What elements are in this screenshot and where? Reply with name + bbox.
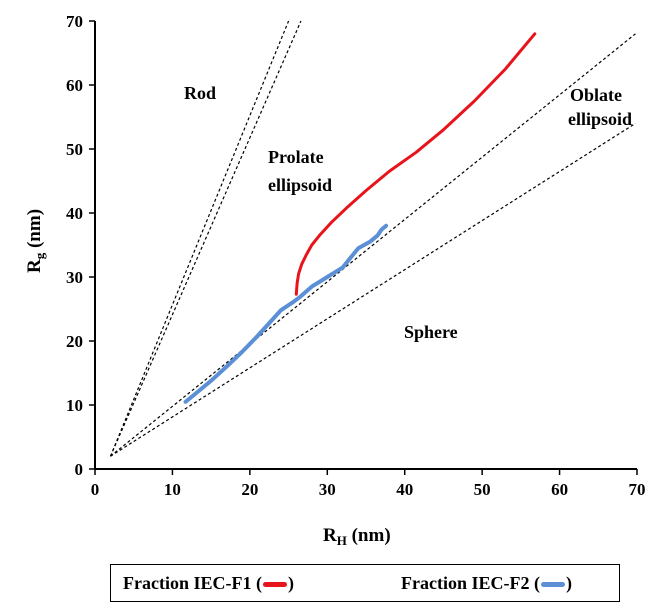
legend-item-f1: Fraction IEC-F1 () — [123, 573, 294, 594]
legend-label-f1: Fraction IEC-F1 — [123, 573, 252, 593]
region-label-prolate-ellipsoid: ellipsoid — [268, 175, 332, 195]
legend-paren-open-f2: ( — [533, 573, 540, 593]
x-axis-title-sub: H — [337, 533, 347, 548]
region-label-oblate: Oblate — [570, 85, 622, 105]
plot-area: 0 10 20 30 40 50 60 70 0 10 20 30 40 50 60 70 — [66, 12, 646, 499]
y-tick-label-4: 40 — [66, 204, 83, 223]
x-tick-label-2: 20 — [241, 480, 258, 499]
y-tick-label-7: 70 — [66, 12, 83, 31]
x-tick-label-7: 70 — [629, 480, 646, 499]
x-tick-label-6: 60 — [551, 480, 568, 499]
y-tick-label-1: 10 — [66, 396, 83, 415]
x-tick-label-5: 50 — [474, 480, 491, 499]
y-tick-label-3: 30 — [66, 268, 83, 287]
reference-line-0 — [109, 20, 290, 457]
svg-text:RH (nm): RH (nm) — [323, 525, 391, 548]
y-axis-title-unit: (nm) — [24, 209, 45, 253]
y-tick-label-0: 0 — [75, 460, 84, 479]
x-tick-label-3: 30 — [319, 480, 336, 499]
legend-item-f2: Fraction IEC-F2 () — [401, 573, 572, 594]
reference-line-1 — [109, 20, 302, 457]
reference-line-2 — [110, 33, 636, 457]
x-axis-title-unit: (nm) — [347, 525, 391, 546]
legend-paren-open-f1: ( — [255, 573, 262, 593]
legend-paren-close-f1: ) — [287, 573, 294, 593]
legend-swatch-f2 — [540, 582, 565, 588]
x-tick-label-4: 40 — [396, 480, 413, 499]
y-tick-label-5: 50 — [66, 140, 83, 159]
y-tick-label-6: 60 — [66, 76, 83, 95]
y-axis-title-sub: g — [32, 252, 47, 259]
legend-paren-close-f2: ) — [565, 573, 572, 593]
x-axis-title-main: R — [323, 525, 337, 546]
y-axis-title-main: R — [24, 259, 45, 273]
region-label-rod: Rod — [184, 83, 216, 103]
x-axis-title: RH (nm) — [323, 525, 391, 548]
series-line-iec-f1 — [294, 32, 537, 296]
legend-swatch-f1 — [262, 582, 287, 588]
y-tick-label-2: 20 — [66, 332, 83, 351]
x-tick-label-0: 0 — [91, 480, 100, 499]
svg-text:Rg (nm): Rg (nm) — [24, 209, 47, 273]
region-label-oblate-ellipsoid: ellipsoid — [568, 109, 632, 129]
reference-line-3 — [110, 122, 636, 457]
legend: Fraction IEC-F1 () Fraction IEC-F2 () — [110, 564, 620, 602]
series-line-iec-f2 — [183, 223, 389, 404]
y-axis-title: Rg (nm) — [24, 209, 47, 273]
legend-label-f2: Fraction IEC-F2 — [401, 573, 530, 593]
region-label-sphere: Sphere — [404, 322, 458, 342]
x-tick-label-1: 10 — [164, 480, 181, 499]
region-label-prolate: Prolate — [268, 147, 324, 167]
